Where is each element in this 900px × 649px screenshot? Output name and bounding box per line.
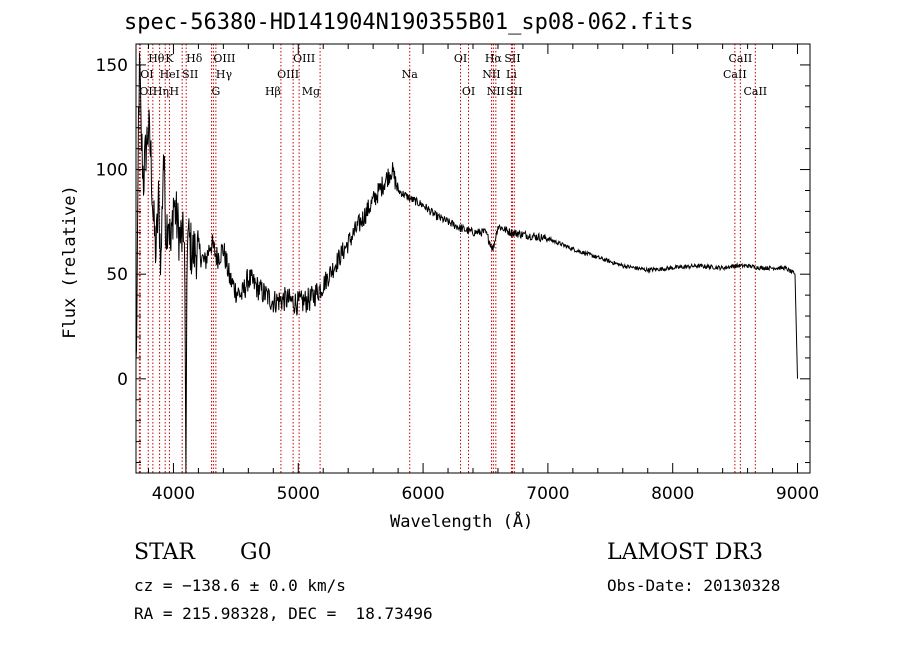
x-axis-label: Wavelength (Å)	[390, 512, 534, 532]
emission-line-label: Hα	[485, 52, 503, 65]
emission-line-label: CaII	[743, 85, 767, 98]
emission-line-label: Na	[402, 68, 419, 81]
emission-line-label: OI	[462, 85, 475, 98]
spectrum-line	[135, 52, 798, 474]
chart-title: spec-56380-HD141904N190355B01_sp08-062.f…	[124, 10, 694, 35]
axis-ticks	[136, 43, 810, 473]
emission-line-label: OIII	[213, 52, 235, 65]
axis-tick-labels: 4000 5000 6000 7000 8000 9000 0 50 100 150	[96, 56, 820, 504]
obs-date: Obs-Date: 20130328	[607, 576, 781, 595]
emission-line-label: Mg	[302, 85, 320, 98]
x-tick-label: 8000	[651, 484, 694, 504]
emission-line-label: Hγ	[216, 68, 233, 81]
emission-line-markers	[138, 44, 756, 473]
emission-line-label: SII	[506, 85, 522, 98]
x-tick-label: 7000	[526, 484, 569, 504]
emission-line-label: G	[212, 85, 221, 98]
survey-name: LAMOST DR3	[607, 540, 763, 565]
y-tick-label: 0	[117, 370, 128, 390]
emission-line-label: OII	[139, 85, 157, 98]
emission-line-label: OI	[140, 68, 153, 81]
redshift-readout: cz = −138.6 ± 0.0 km/s	[134, 576, 346, 595]
x-tick-label: 6000	[401, 484, 444, 504]
emission-line-label: CaII	[729, 52, 753, 65]
emission-line-label: Hθ	[148, 52, 165, 65]
emission-line-label: SII	[504, 52, 520, 65]
y-tick-label: 50	[106, 265, 128, 285]
emission-line-label: OIII	[277, 68, 299, 81]
x-tick-label: 5000	[277, 484, 320, 504]
object-subclass: G0	[240, 540, 272, 565]
y-axis-label: Flux (relative)	[60, 185, 80, 339]
emission-line-label: NII	[487, 85, 505, 98]
emission-line-label: OIII	[293, 52, 315, 65]
x-tick-label: 4000	[152, 484, 195, 504]
plot-frame	[135, 43, 811, 474]
y-tick-label: 150	[96, 56, 128, 76]
emission-line-label: K	[165, 52, 174, 65]
y-tick-label: 100	[96, 161, 128, 181]
coordinates: RA = 215.98328, DEC = 18.73496	[134, 604, 433, 623]
object-type: STAR	[134, 540, 195, 565]
emission-line-label: H	[169, 85, 179, 98]
emission-line-label: OI	[454, 52, 467, 65]
emission-line-label: CaII	[723, 68, 747, 81]
emission-line-label: NII	[482, 68, 500, 81]
emission-line-label: Hδ	[186, 52, 203, 65]
emission-line-label: HeI	[160, 68, 180, 81]
spectrum-series	[135, 52, 798, 474]
emission-line-label: Hβ	[265, 85, 281, 98]
emission-line-label: Hη	[153, 85, 169, 98]
emission-line-label: SII	[182, 68, 198, 81]
x-tick-label: 9000	[776, 484, 819, 504]
emission-line-label: Li	[506, 68, 517, 81]
